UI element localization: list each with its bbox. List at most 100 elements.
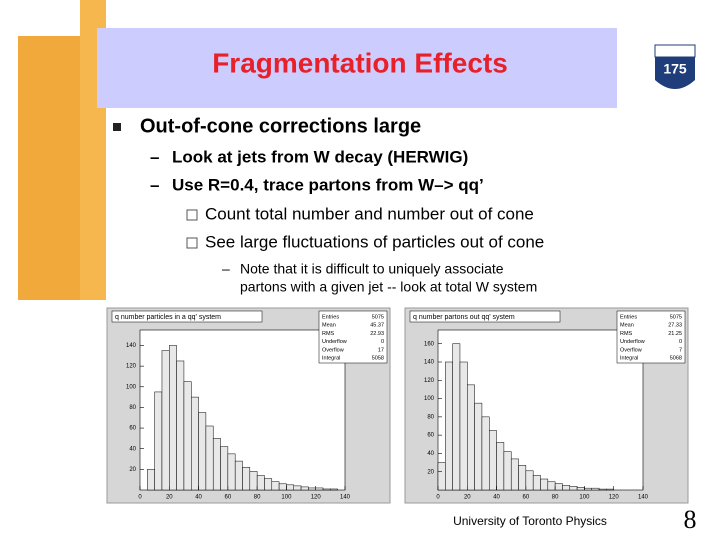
- y-tick-label: 140: [126, 343, 137, 349]
- y-tick-label: 40: [427, 451, 434, 457]
- item-text: See large fluctuations of particles out …: [205, 232, 544, 251]
- x-tick-label: 40: [493, 495, 500, 501]
- histogram-bar: [437, 462, 446, 491]
- y-tick-label: 140: [424, 360, 435, 366]
- y-tick-label: 100: [424, 396, 435, 402]
- y-tick-label: 60: [427, 433, 434, 439]
- histogram-bar: [278, 483, 287, 491]
- histogram-bar: [547, 481, 556, 491]
- histogram-bar: [256, 475, 265, 491]
- stat-label: Underflow: [322, 339, 347, 345]
- x-tick-label: 80: [254, 495, 261, 501]
- y-tick-label: 20: [129, 467, 136, 473]
- item-text: partons with a given jet -- look at tota…: [240, 279, 537, 295]
- histogram-title: q number particles in a qq' system: [115, 314, 221, 321]
- stat-value: 17: [378, 347, 384, 353]
- x-tick-label: 40: [195, 495, 202, 501]
- histogram-title: q number partons out qq' system: [413, 314, 515, 321]
- histogram-bar: [481, 416, 490, 491]
- y-tick-label: 80: [427, 414, 434, 420]
- x-tick-label: 60: [523, 495, 530, 501]
- histogram-bar: [459, 361, 468, 491]
- histogram-bar: [474, 402, 483, 491]
- stat-value: 7: [679, 347, 682, 353]
- histogram-bar: [315, 487, 324, 491]
- y-tick-label: 40: [129, 446, 136, 452]
- stat-value: 0: [381, 339, 384, 345]
- histogram-bar: [176, 360, 185, 491]
- histogram-panel: 20 40 60 80 100 120 140 0 20 40 60 80 100 120 140 q num…: [106, 307, 391, 504]
- histogram-bar: [271, 481, 280, 491]
- histogram-bar: [161, 350, 170, 491]
- stat-value: 5068: [670, 355, 682, 361]
- title-box: [111, 310, 263, 323]
- histogram-bar: [300, 486, 309, 491]
- item-text: Count total number and number out of con…: [205, 204, 534, 223]
- histogram-bar: [584, 487, 593, 491]
- histogram-bar: [503, 451, 512, 491]
- x-tick-label: 140: [638, 495, 649, 501]
- stat-value: 5075: [372, 314, 384, 320]
- histogram-bar: [606, 488, 614, 491]
- stat-label: Entries: [620, 314, 637, 320]
- dash: –: [222, 261, 230, 277]
- histograms: 20 40 60 80 100 120 140 0 20 40 60 80 100 120 140 q num…: [106, 307, 689, 504]
- histogram-bar: [467, 384, 475, 491]
- y-tick-label: 160: [424, 341, 435, 347]
- histogram-bar: [249, 471, 258, 491]
- item-text: Note that it is difficult to uniquely as…: [240, 261, 504, 277]
- histogram-bar: [562, 485, 571, 491]
- histogram-bar: [591, 487, 600, 491]
- stat-value: 0: [679, 339, 682, 345]
- stat-label: Mean: [620, 323, 634, 329]
- histogram-bar: [489, 430, 497, 491]
- x-tick-label: 20: [464, 495, 471, 501]
- histogram-bar: [598, 488, 607, 491]
- page-number: 8: [684, 505, 697, 534]
- histogram-bar: [227, 453, 236, 491]
- y-tick-label: 120: [126, 364, 137, 370]
- histogram-bar: [540, 478, 549, 491]
- item-text: Use R=0.4, trace partons from W–> qq’: [172, 175, 484, 194]
- title-box: [97, 28, 617, 108]
- bullet-icon: [186, 237, 198, 249]
- stat-label: Integral: [620, 355, 638, 361]
- logo: 175: [654, 44, 696, 89]
- x-tick-label: 20: [166, 495, 173, 501]
- stat-label: Overflow: [322, 347, 344, 353]
- histogram-bar: [554, 483, 563, 491]
- bullet: [113, 123, 121, 131]
- histogram-panel: 20 40 60 80 100 120 140 160 0 20 40 60 80 100 120 140 q …: [404, 307, 689, 504]
- y-tick-label: 100: [126, 384, 137, 390]
- x-tick-label: 120: [609, 495, 620, 501]
- y-tick-label: 60: [129, 426, 136, 432]
- histogram-bar: [242, 467, 251, 491]
- x-tick-label: 140: [340, 495, 351, 501]
- histogram-bar: [234, 460, 243, 491]
- stats-box: [318, 310, 388, 364]
- histogram-bar: [205, 425, 214, 491]
- histogram-bar: [293, 485, 302, 491]
- histogram-bar: [169, 345, 177, 491]
- stat-label: RMS: [620, 331, 633, 337]
- stat-value: 22.93: [370, 331, 384, 337]
- x-tick-label: 100: [579, 495, 590, 501]
- stat-value: 21.25: [668, 331, 682, 337]
- dash: –: [150, 147, 159, 166]
- histogram-bar: [147, 469, 155, 491]
- histogram-bar: [198, 412, 207, 491]
- histogram-bar: [154, 391, 163, 491]
- item-text: Out-of-cone corrections large: [140, 115, 421, 137]
- stat-label: Overflow: [620, 347, 642, 353]
- histogram-bar: [525, 470, 534, 491]
- histogram-bar: [445, 361, 453, 491]
- histogram-bar: [191, 396, 199, 491]
- y-tick-label: 120: [424, 378, 435, 384]
- slide-title: Fragmentation Effects: [212, 47, 508, 78]
- x-tick-label: 0: [436, 495, 440, 501]
- y-tick-label: 80: [129, 405, 136, 411]
- stat-label: Underflow: [620, 339, 645, 345]
- histogram-bar: [322, 488, 331, 491]
- accent-block: [18, 36, 80, 300]
- histogram-bar: [532, 475, 541, 491]
